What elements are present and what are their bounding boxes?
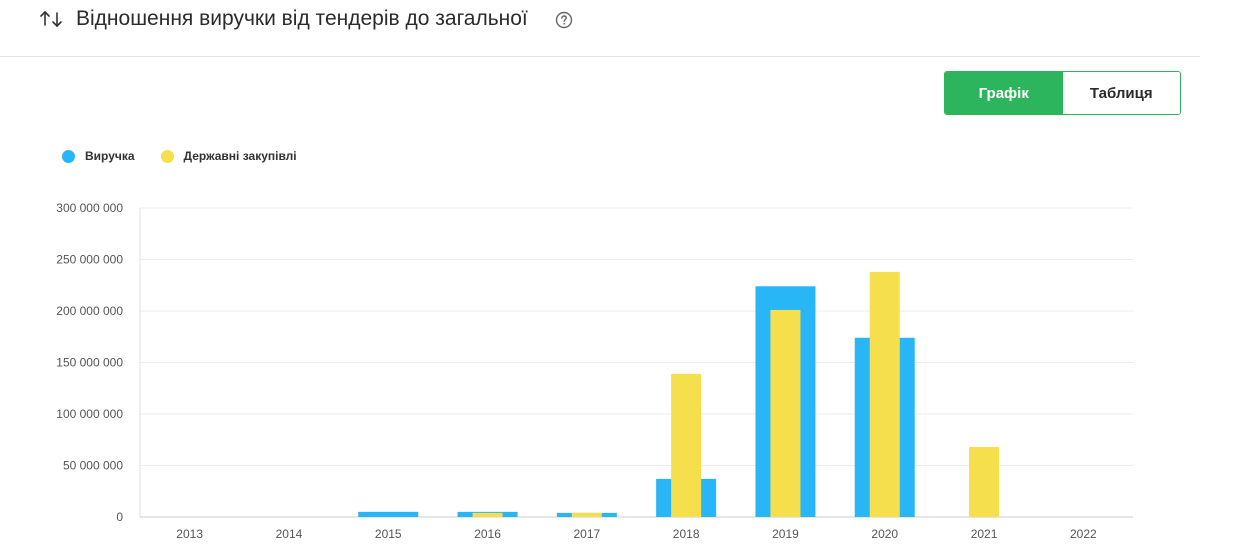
x-tick-label: 2019 bbox=[772, 527, 799, 541]
legend-label-revenue: Виручка bbox=[85, 149, 135, 163]
x-tick-label: 2020 bbox=[871, 527, 898, 541]
x-tick-label: 2013 bbox=[176, 527, 203, 541]
legend-item-procurement[interactable]: Державні закупівлі bbox=[160, 149, 297, 163]
y-tick-label: 50 000 000 bbox=[63, 459, 123, 473]
x-tick-label: 2014 bbox=[276, 527, 303, 541]
x-tick-label: 2018 bbox=[673, 527, 700, 541]
x-tick-label: 2022 bbox=[1070, 527, 1097, 541]
bar-procurement-2016[interactable] bbox=[472, 512, 503, 517]
legend-dot-revenue bbox=[62, 149, 75, 163]
bar-procurement-2020[interactable] bbox=[869, 271, 900, 517]
x-tick-label: 2015 bbox=[375, 527, 402, 541]
bar-procurement-2018[interactable] bbox=[671, 373, 702, 517]
y-tick-label: 250 000 000 bbox=[56, 253, 123, 267]
y-tick-label: 200 000 000 bbox=[56, 304, 123, 318]
section-header: Відношення виручки від тендерів до загал… bbox=[0, 0, 1200, 57]
chart-view-button[interactable]: Графік bbox=[945, 72, 1063, 114]
legend-dot-procurement bbox=[160, 149, 174, 163]
x-tick-label: 2017 bbox=[573, 527, 600, 541]
bar-procurement-2017[interactable] bbox=[571, 512, 602, 517]
page-title: Відношення виручки від тендерів до загал… bbox=[76, 7, 528, 30]
legend-label-procurement: Державні закупівлі bbox=[183, 149, 297, 163]
help-icon[interactable] bbox=[555, 11, 573, 29]
y-tick-label: 150 000 000 bbox=[56, 356, 123, 370]
y-tick-label: 300 000 000 bbox=[56, 201, 123, 215]
chart-legend: Виручка Державні закупівлі bbox=[62, 149, 323, 163]
bar-procurement-2019[interactable] bbox=[770, 309, 801, 517]
legend-item-revenue[interactable]: Виручка bbox=[62, 149, 135, 163]
x-tick-label: 2016 bbox=[474, 527, 501, 541]
y-tick-label: 0 bbox=[116, 510, 123, 524]
view-toggle: Графік Таблиця bbox=[944, 71, 1181, 115]
sort-arrows-icon bbox=[40, 11, 62, 27]
bar-chart: 0 50 000 000 100 000 000 150 000 000 200 000… bbox=[56, 201, 1133, 541]
x-tick-label: 2021 bbox=[971, 527, 998, 541]
bar-revenue-2015[interactable] bbox=[358, 511, 419, 517]
y-tick-label: 100 000 000 bbox=[56, 407, 123, 421]
table-view-button[interactable]: Таблиця bbox=[1062, 72, 1180, 114]
bar-procurement-2021[interactable] bbox=[969, 446, 1000, 517]
